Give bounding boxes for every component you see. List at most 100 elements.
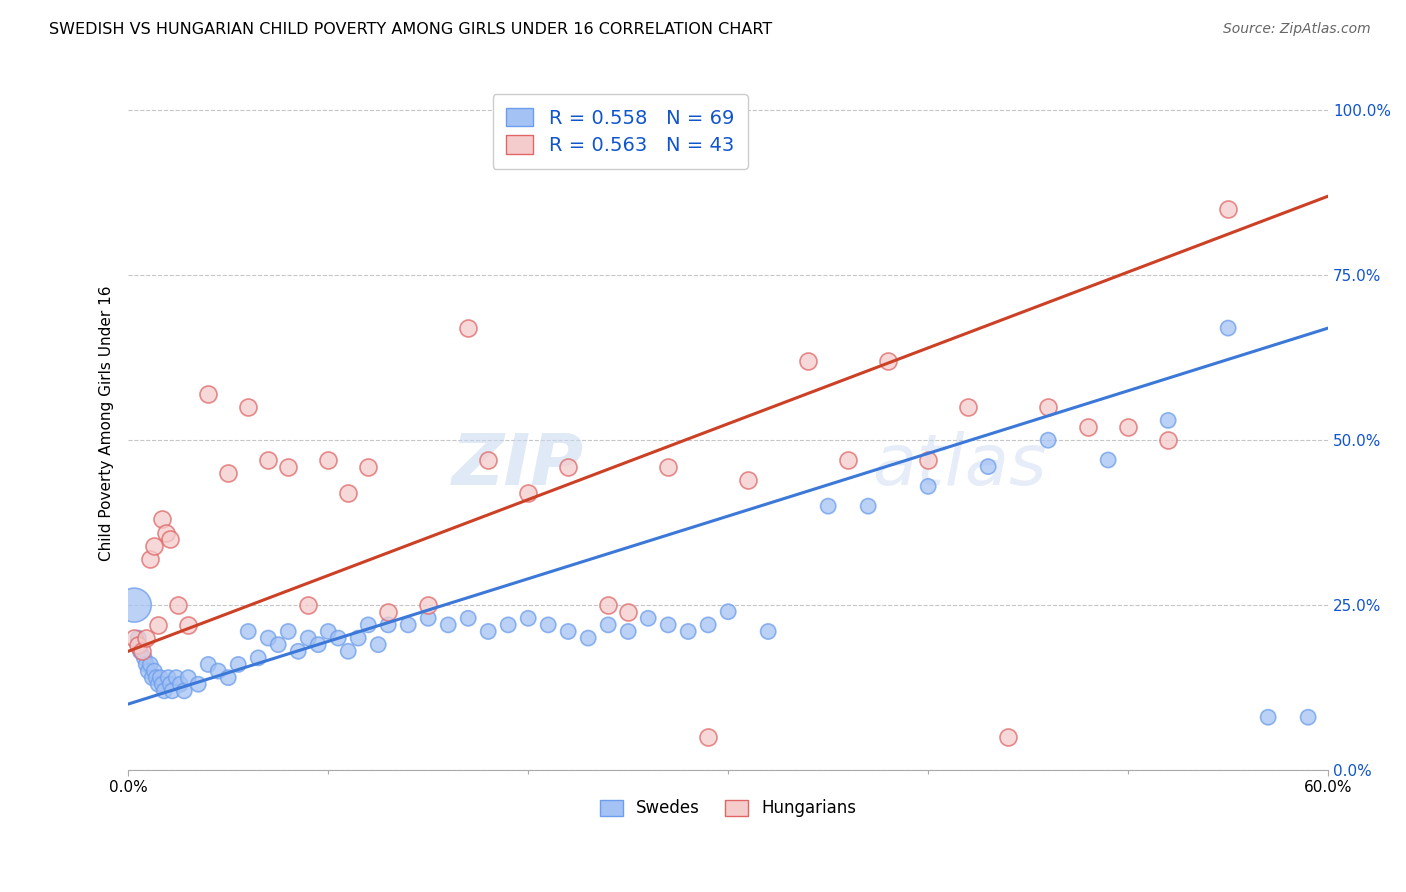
Point: [1116, 420, 1139, 434]
Point: [737, 473, 759, 487]
Point: [637, 611, 659, 625]
Point: [267, 638, 290, 652]
Point: [917, 479, 939, 493]
Point: [167, 598, 190, 612]
Point: [287, 644, 309, 658]
Point: [131, 644, 153, 658]
Point: [697, 730, 720, 744]
Point: [159, 677, 181, 691]
Point: [396, 618, 419, 632]
Point: [297, 631, 319, 645]
Point: [277, 459, 299, 474]
Point: [1257, 710, 1279, 724]
Point: [207, 664, 229, 678]
Point: [957, 401, 980, 415]
Point: [135, 657, 157, 672]
Point: [328, 631, 350, 645]
Point: [797, 354, 820, 368]
Point: [697, 618, 720, 632]
Point: [1296, 710, 1319, 724]
Point: [477, 624, 499, 639]
Point: [977, 459, 1000, 474]
Point: [136, 664, 159, 678]
Text: atlas: atlas: [872, 431, 1047, 500]
Text: Source: ZipAtlas.com: Source: ZipAtlas.com: [1223, 22, 1371, 37]
Point: [148, 677, 170, 691]
Point: [316, 624, 339, 639]
Point: [337, 486, 360, 500]
Text: ZIP: ZIP: [451, 431, 585, 500]
Point: [143, 539, 166, 553]
Point: [217, 671, 239, 685]
Point: [537, 618, 560, 632]
Point: [157, 671, 180, 685]
Point: [598, 618, 620, 632]
Point: [418, 598, 440, 612]
Point: [877, 354, 900, 368]
Point: [477, 453, 499, 467]
Point: [127, 631, 149, 645]
Point: [316, 453, 339, 467]
Point: [337, 644, 360, 658]
Point: [756, 624, 779, 639]
Point: [617, 624, 640, 639]
Point: [418, 611, 440, 625]
Point: [143, 664, 166, 678]
Point: [238, 401, 260, 415]
Point: [917, 453, 939, 467]
Point: [150, 677, 173, 691]
Point: [135, 631, 157, 645]
Point: [437, 618, 460, 632]
Point: [145, 671, 167, 685]
Point: [357, 618, 380, 632]
Point: [129, 644, 152, 658]
Point: [1097, 453, 1119, 467]
Y-axis label: Child Poverty Among Girls Under 16: Child Poverty Among Girls Under 16: [100, 286, 114, 561]
Point: [676, 624, 699, 639]
Point: [357, 459, 380, 474]
Point: [377, 605, 399, 619]
Point: [173, 683, 195, 698]
Point: [162, 683, 184, 698]
Point: [257, 631, 280, 645]
Point: [837, 453, 859, 467]
Point: [1157, 413, 1180, 427]
Point: [598, 598, 620, 612]
Point: [139, 552, 162, 566]
Point: [367, 638, 389, 652]
Point: [657, 618, 679, 632]
Point: [1157, 434, 1180, 448]
Point: [238, 624, 260, 639]
Point: [347, 631, 370, 645]
Point: [122, 598, 145, 612]
Point: [517, 611, 540, 625]
Point: [139, 657, 162, 672]
Point: [307, 638, 329, 652]
Point: [856, 499, 879, 513]
Point: [197, 387, 219, 401]
Point: [457, 321, 479, 335]
Point: [557, 459, 579, 474]
Point: [165, 671, 187, 685]
Point: [187, 677, 209, 691]
Point: [134, 651, 156, 665]
Point: [997, 730, 1019, 744]
Point: [247, 651, 270, 665]
Point: [226, 657, 249, 672]
Text: SWEDISH VS HUNGARIAN CHILD POVERTY AMONG GIRLS UNDER 16 CORRELATION CHART: SWEDISH VS HUNGARIAN CHILD POVERTY AMONG…: [49, 22, 772, 37]
Point: [177, 618, 200, 632]
Point: [148, 618, 170, 632]
Point: [141, 671, 163, 685]
Point: [377, 618, 399, 632]
Point: [197, 657, 219, 672]
Point: [457, 611, 479, 625]
Point: [127, 638, 149, 652]
Point: [122, 631, 145, 645]
Point: [1077, 420, 1099, 434]
Point: [617, 605, 640, 619]
Point: [1036, 434, 1059, 448]
Point: [257, 453, 280, 467]
Point: [517, 486, 540, 500]
Point: [1218, 202, 1240, 217]
Point: [150, 512, 173, 526]
